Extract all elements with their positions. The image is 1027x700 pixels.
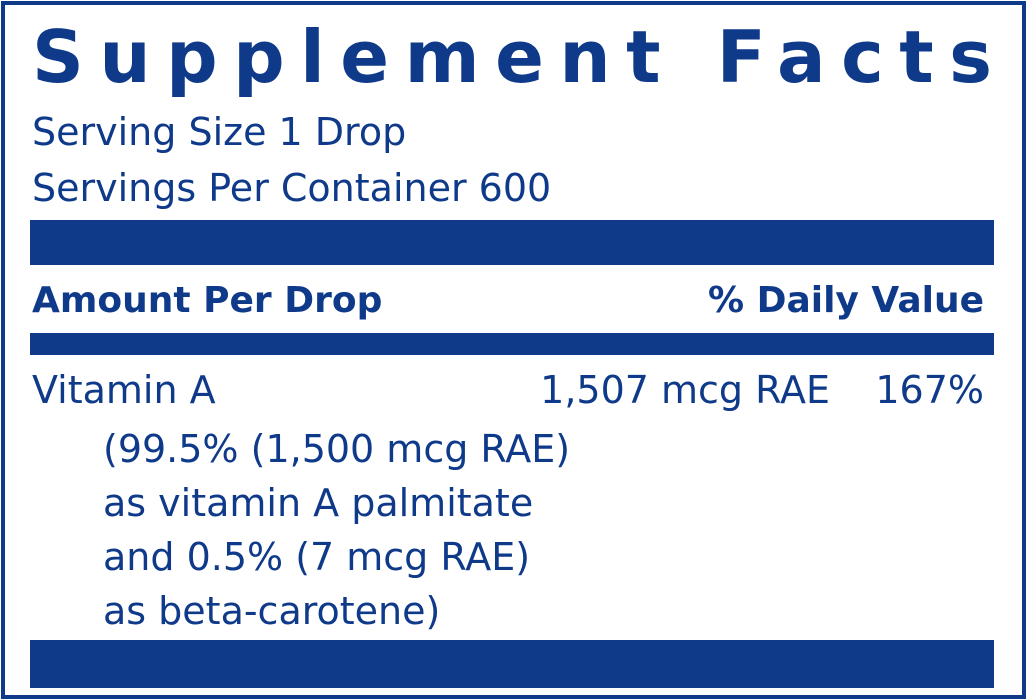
nutrient-name: Vitamin A <box>32 368 216 412</box>
medium-rule <box>30 333 994 355</box>
nutrient-description: (99.5% (1,500 mcg RAE) as vitamin A palmi… <box>103 427 570 633</box>
column-header: % Daily Value <box>708 280 984 321</box>
servings-per-container: Servings Per Container 600 <box>32 166 551 210</box>
description-line: as vitamin A palmitate <box>103 481 533 525</box>
thick-rule <box>30 220 994 265</box>
bottom-rule <box>30 640 994 688</box>
nutrient-dv: 167% <box>875 368 984 412</box>
column-header: Amount Per Drop <box>32 280 382 321</box>
description-line: as beta-carotene) <box>103 589 440 633</box>
title: Supplement Facts <box>32 15 992 99</box>
nutrient-amount: 1,507 mcg RAE <box>540 368 830 412</box>
description-line: and 0.5% (7 mcg RAE) <box>103 535 530 579</box>
description-line: (99.5% (1,500 mcg RAE) <box>103 427 570 471</box>
serving-size: Serving Size 1 Drop <box>32 110 406 154</box>
